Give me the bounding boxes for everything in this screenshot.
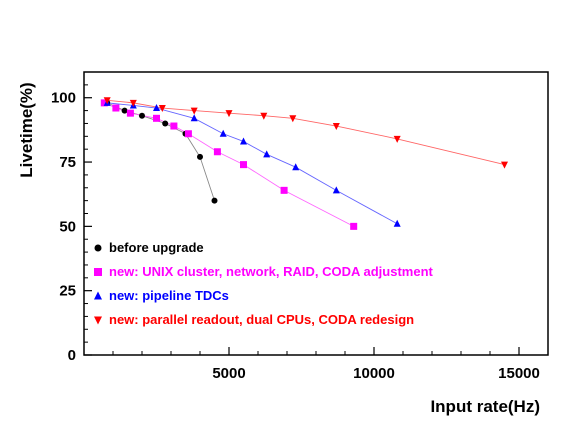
legend-marker — [94, 244, 102, 252]
data-point — [153, 114, 160, 122]
data-point — [129, 99, 137, 107]
legend-label: before upgrade — [109, 240, 204, 255]
series-line — [107, 102, 215, 201]
data-point — [190, 114, 198, 122]
data-point — [103, 97, 111, 105]
legend: before upgrade new: UNIX cluster, network… — [94, 240, 434, 327]
data-point — [219, 129, 227, 137]
legend-label: new: UNIX cluster, network, RAID, CODA a… — [109, 264, 434, 279]
data-point — [213, 148, 221, 156]
legend-marker — [94, 291, 102, 300]
legend-marker — [94, 268, 102, 276]
data-point — [211, 197, 218, 204]
series-line — [104, 102, 354, 227]
y-axis-title: Livetime(%) — [17, 82, 36, 177]
y-tick-label: 75 — [59, 154, 76, 171]
data-point — [190, 107, 198, 115]
series-line — [107, 102, 398, 225]
data-point — [240, 161, 247, 169]
legend-label: new: pipeline TDCs — [109, 288, 229, 303]
legend-label: new: parallel readout, dual CPUs, CODA r… — [109, 312, 414, 327]
data-point — [332, 186, 340, 194]
legend-marker — [94, 316, 102, 325]
data-point — [393, 219, 401, 227]
data-point — [292, 163, 300, 171]
data-point — [121, 107, 128, 114]
series-line — [107, 99, 505, 166]
data-point — [240, 137, 247, 145]
x-axis-title: Input rate(Hz) — [430, 397, 540, 416]
data-point — [139, 112, 145, 119]
data-point — [260, 112, 268, 120]
data-point — [153, 104, 160, 112]
data-point — [332, 123, 340, 131]
x-tick-label: 10000 — [353, 365, 395, 382]
data-point — [100, 99, 108, 107]
data-point — [126, 109, 134, 117]
data-point — [280, 186, 288, 194]
data-point — [501, 161, 508, 169]
series-lines — [104, 99, 505, 227]
y-tick-label: 0 — [68, 347, 76, 364]
series-markers — [100, 97, 508, 230]
x-tick-label: 5000 — [212, 365, 245, 382]
y-tick-label: 50 — [59, 218, 76, 235]
data-point — [170, 122, 178, 130]
data-point — [263, 150, 271, 158]
data-point — [112, 104, 120, 112]
data-point — [197, 153, 203, 160]
data-point — [184, 130, 192, 138]
data-point — [225, 110, 233, 118]
data-point — [393, 135, 401, 143]
data-point — [350, 222, 358, 230]
axes: 0 25 50 75 100 5000 10000 15000 — [51, 71, 549, 382]
y-tick-label: 100 — [51, 90, 76, 107]
data-point — [158, 105, 166, 113]
data-point — [162, 120, 169, 127]
y-tick-label: 25 — [59, 283, 76, 300]
data-point — [289, 115, 297, 123]
x-tick-label: 15000 — [498, 365, 540, 382]
